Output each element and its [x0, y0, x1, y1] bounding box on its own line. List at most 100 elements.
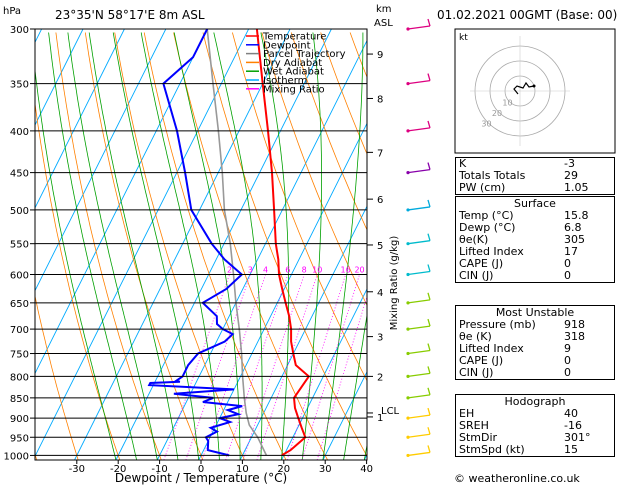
pressure-label: 450: [10, 169, 29, 180]
index-value: 0: [564, 257, 571, 270]
wind-barb-base: [406, 435, 410, 439]
wet-adiabat: [35, 67, 117, 460]
km-label: 9: [377, 50, 383, 61]
isotherm-line: [35, 29, 208, 375]
legend-entry: Parcel Trajectory: [263, 49, 346, 60]
index-label: K: [459, 157, 467, 170]
mixing-ratio-line: [301, 274, 360, 460]
mixing-ratio-label: 25: [369, 266, 379, 275]
dry-adiabat: [114, 32, 245, 460]
x-axis-label: Dewpoint / Temperature (°C): [115, 471, 287, 485]
temp-tick-label: 20: [277, 464, 290, 475]
pressure-label: 850: [10, 394, 29, 405]
dry-adiabat: [202, 32, 367, 457]
dry-adiabat: [320, 32, 367, 155]
isotherm-line: [198, 122, 367, 460]
temp-tick-label: -10: [151, 464, 167, 475]
wind-barb-base: [406, 453, 410, 458]
indices-table-most-unstable: Most Unstable Pressure (mb) 918 θe (K) 318 L…: [455, 305, 615, 380]
index-value: -3: [564, 157, 575, 170]
wind-barb-base: [406, 416, 410, 420]
isotherm-line: [35, 29, 84, 127]
index-value: 0: [564, 366, 571, 379]
index-row: StmSpd (kt) 15: [456, 444, 614, 456]
hodograph-units: kt: [459, 33, 468, 43]
pressure-label: 950: [10, 433, 29, 444]
mixing-ratio-label: 20: [354, 266, 364, 275]
mixing-ratio-label: 16: [341, 266, 351, 275]
wind-barb-flag: [427, 233, 431, 241]
wind-barb-flag: [427, 162, 431, 170]
wind-barb-base: [406, 27, 410, 31]
index-row: PW (cm) 1.05: [456, 182, 614, 194]
wind-barb: [407, 349, 431, 355]
wind-barb-flag: [427, 199, 431, 208]
index-row: Dewp (°C) 6.8: [456, 222, 614, 234]
wind-barb-flag: [427, 120, 431, 129]
wind-barb-base: [406, 327, 410, 331]
index-value: 15: [564, 443, 578, 456]
wind-barb-base: [406, 81, 410, 86]
pressure-label: 400: [10, 127, 29, 138]
index-label: Pressure (mb): [459, 318, 536, 331]
wet-adiabat: [343, 312, 367, 460]
wind-barb: [407, 240, 431, 245]
dry-adiabat: [55, 32, 162, 460]
index-row: Totals Totals 29: [456, 170, 614, 182]
wet-adiabat: [301, 32, 322, 460]
legend-entry: Temperature: [262, 32, 326, 43]
temp-tick-label: -30: [69, 464, 85, 475]
dry-adiabat: [290, 32, 367, 231]
km-label: 4: [377, 288, 383, 299]
wind-barb: [407, 299, 431, 304]
index-row: Pressure (mb) 918: [456, 319, 614, 331]
datetime-title: 01.02.2021 00GMT (Base: 00): [437, 8, 617, 22]
dry-adiabat: [143, 32, 287, 460]
index-value: 305: [564, 233, 585, 246]
copyright: © weatheronline.co.uk: [454, 472, 580, 485]
wind-barb: [407, 451, 431, 457]
pressure-label: 1000: [4, 451, 29, 462]
wind-barb-base: [406, 396, 410, 400]
index-label: CAPE (J): [459, 354, 504, 367]
wet-adiabat: [48, 32, 137, 460]
index-value: 40: [564, 407, 578, 420]
index-label: θe (K): [459, 330, 492, 343]
index-label: PW (cm): [459, 181, 506, 194]
mixing-ratio-line: [225, 274, 289, 460]
index-label: EH: [459, 407, 475, 420]
legend-entry: Dewpoint: [263, 40, 311, 51]
wet-adiabat: [140, 32, 220, 460]
index-label: CAPE (J): [459, 257, 504, 270]
index-row: θe(K) 305: [456, 234, 614, 246]
mixing-ratio-label: 2: [227, 266, 232, 275]
wind-barb-base: [406, 351, 410, 356]
index-value: 318: [564, 330, 585, 343]
index-label: CIN (J): [459, 269, 494, 282]
wet-adiabat: [213, 32, 263, 460]
pressure-label: 800: [10, 372, 29, 383]
wind-barb-base: [406, 242, 410, 246]
index-row: CAPE (J) 0: [456, 258, 614, 270]
wind-barb: [407, 433, 431, 438]
isotherm-line: [35, 29, 125, 209]
wind-barb-flag: [427, 264, 431, 272]
index-value: 29: [564, 169, 578, 182]
indices-table-surface: Surface Temp (°C) 15.8 Dewp (°C) 6.8 θe(K) 30…: [455, 196, 615, 283]
dewpoint-curve: [147, 29, 244, 457]
index-row: SREH -16: [456, 420, 614, 432]
wind-barb-flag: [427, 73, 431, 81]
km-label: 1: [377, 413, 383, 424]
index-value: -16: [564, 419, 582, 432]
km-label: 2: [377, 372, 383, 383]
index-label: Lifted Index: [459, 245, 524, 258]
location-title: 23°35'N 58°17'E 8m ASL: [55, 8, 205, 22]
mixing-ratio-line: [242, 274, 305, 460]
hodograph-ring-label: 30: [481, 120, 491, 129]
indices-table-top: K -3 Totals Totals 29 PW (cm) 1.05: [455, 157, 615, 195]
index-value: 301°: [564, 431, 591, 444]
hodograph-trace: [513, 81, 535, 95]
